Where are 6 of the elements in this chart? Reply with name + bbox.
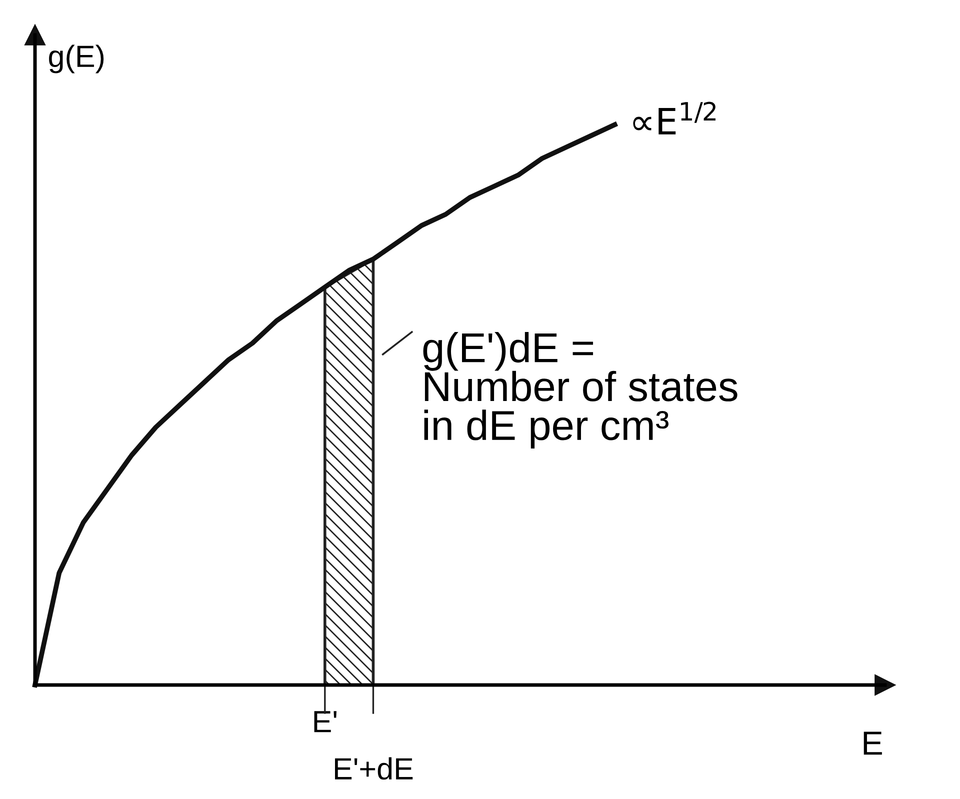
x-tick-label: E'+dE (335, 757, 413, 780)
x-tick-label: E' (314, 711, 336, 732)
y-axis-title: g(E) (49, 44, 104, 74)
text: ∝E$^{1/2}$ (633, 102, 716, 134)
text: E (864, 732, 882, 755)
band-label: g(E')dE = Number of states in dE per cm³ (423, 332, 738, 449)
